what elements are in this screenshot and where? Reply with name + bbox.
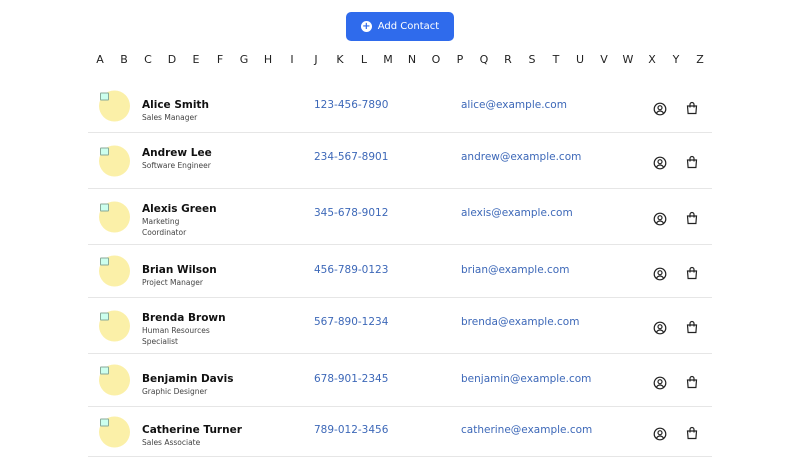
contact-name[interactable]: Benjamin Davis — [142, 372, 234, 385]
avatar — [99, 201, 130, 232]
add-contact-label: Add Contact — [377, 21, 440, 32]
letter-filter-o[interactable]: O — [431, 53, 441, 66]
avatar — [99, 416, 130, 447]
contact-email[interactable]: brian@example.com — [461, 263, 570, 276]
contact-title: Marketing Coordinator — [142, 217, 187, 237]
contact-name[interactable]: Alexis Green — [142, 203, 217, 215]
shopping-bag-icon[interactable] — [685, 425, 699, 440]
user-circle-icon[interactable] — [653, 211, 667, 226]
contact-name[interactable]: Andrew Lee — [142, 147, 212, 159]
plus-circle-icon: + — [360, 21, 372, 32]
avatar — [99, 364, 130, 396]
user-circle-icon[interactable] — [653, 426, 667, 441]
letter-filter-u[interactable]: U — [575, 53, 585, 66]
letter-filter-h[interactable]: H — [263, 53, 273, 66]
shopping-bag-icon[interactable] — [685, 265, 699, 279]
letter-filter-g[interactable]: G — [239, 53, 249, 66]
letter-filter-n[interactable]: N — [407, 53, 417, 66]
user-circle-icon[interactable] — [653, 266, 667, 280]
contact-title: Human Resources Specialist — [142, 326, 210, 346]
contact-title: Software Engineer — [142, 161, 211, 170]
contact-name[interactable]: Brenda Brown — [142, 312, 226, 324]
letter-filter-y[interactable]: Y — [672, 53, 680, 66]
letter-filter-w[interactable]: W — [622, 53, 634, 66]
contact-title: Project Manager — [142, 277, 203, 287]
user-circle-icon[interactable] — [653, 375, 667, 389]
contact-row[interactable]: Alexis Green Marketing Coordinator 345-6… — [88, 189, 712, 245]
letter-filter-x[interactable]: X — [648, 53, 656, 66]
contact-email[interactable]: brenda@example.com — [461, 316, 580, 328]
letter-filter-a[interactable]: A — [96, 53, 104, 66]
add-contact-button[interactable]: + Add Contact — [346, 12, 454, 41]
contact-phone[interactable]: 234-567-8901 — [314, 151, 389, 163]
letter-filter-p[interactable]: P — [456, 53, 464, 66]
contact-name[interactable]: Alice Smith — [142, 98, 209, 111]
contact-phone[interactable]: 678-901-2345 — [314, 372, 389, 385]
avatar — [99, 255, 130, 287]
letter-filter-m[interactable]: M — [383, 53, 393, 66]
alphabet-filter: A B C D E F G H I J K L M N O P Q R S T U V W X Y Z — [90, 53, 710, 66]
letter-filter-j[interactable]: J — [314, 53, 318, 66]
contact-email[interactable]: alexis@example.com — [461, 207, 573, 219]
contact-row[interactable]: Catherine Turner Sales Associate 789-012… — [88, 407, 712, 457]
letter-filter-i[interactable]: I — [290, 53, 294, 66]
contact-list: Alice Smith Sales Manager 123-456-7890 a… — [88, 80, 712, 457]
shopping-bag-icon[interactable] — [685, 210, 699, 225]
contact-phone[interactable]: 345-678-9012 — [314, 207, 389, 219]
avatar — [99, 145, 130, 176]
user-circle-icon[interactable] — [653, 320, 667, 335]
letter-filter-q[interactable]: Q — [479, 53, 489, 66]
letter-filter-l[interactable]: L — [360, 53, 368, 66]
letter-filter-b[interactable]: B — [120, 53, 128, 66]
contact-phone[interactable]: 567-890-1234 — [314, 316, 389, 328]
contact-row[interactable]: Alice Smith Sales Manager 123-456-7890 a… — [88, 80, 712, 133]
contact-email[interactable]: benjamin@example.com — [461, 372, 592, 385]
letter-filter-d[interactable]: D — [167, 53, 177, 66]
avatar — [99, 90, 130, 122]
contact-row[interactable]: Brian Wilson Project Manager 456-789-012… — [88, 245, 712, 298]
contact-phone[interactable]: 123-456-7890 — [314, 98, 389, 111]
contact-row[interactable]: Andrew Lee Software Engineer 234-567-890… — [88, 133, 712, 189]
contact-name[interactable]: Brian Wilson — [142, 263, 217, 276]
contact-email[interactable]: catherine@example.com — [461, 424, 593, 436]
avatar — [99, 310, 130, 341]
letter-filter-k[interactable]: K — [336, 53, 344, 66]
letter-filter-s[interactable]: S — [528, 53, 536, 66]
letter-filter-z[interactable]: Z — [696, 53, 704, 66]
letter-filter-e[interactable]: E — [192, 53, 200, 66]
contact-phone[interactable]: 456-789-0123 — [314, 263, 389, 276]
letter-filter-f[interactable]: F — [216, 53, 224, 66]
shopping-bag-icon[interactable] — [685, 100, 699, 114]
contact-title: Sales Manager — [142, 112, 198, 122]
letter-filter-c[interactable]: C — [144, 53, 152, 66]
shopping-bag-icon[interactable] — [685, 154, 699, 169]
contact-email[interactable]: alice@example.com — [461, 98, 567, 111]
shopping-bag-icon[interactable] — [685, 374, 699, 388]
user-circle-icon[interactable] — [653, 155, 667, 170]
user-circle-icon[interactable] — [653, 101, 667, 115]
letter-filter-t[interactable]: T — [552, 53, 560, 66]
contact-phone[interactable]: 789-012-3456 — [314, 424, 389, 436]
letter-filter-r[interactable]: R — [504, 53, 512, 66]
contact-email[interactable]: andrew@example.com — [461, 151, 582, 163]
contact-name[interactable]: Catherine Turner — [142, 424, 242, 436]
contact-row[interactable]: Benjamin Davis Graphic Designer 678-901-… — [88, 354, 712, 407]
contact-title: Sales Associate — [142, 438, 201, 447]
contact-title: Graphic Designer — [142, 386, 208, 396]
contact-row[interactable]: Brenda Brown Human Resources Specialist … — [88, 298, 712, 354]
letter-filter-v[interactable]: V — [600, 53, 608, 66]
shopping-bag-icon[interactable] — [685, 319, 699, 334]
